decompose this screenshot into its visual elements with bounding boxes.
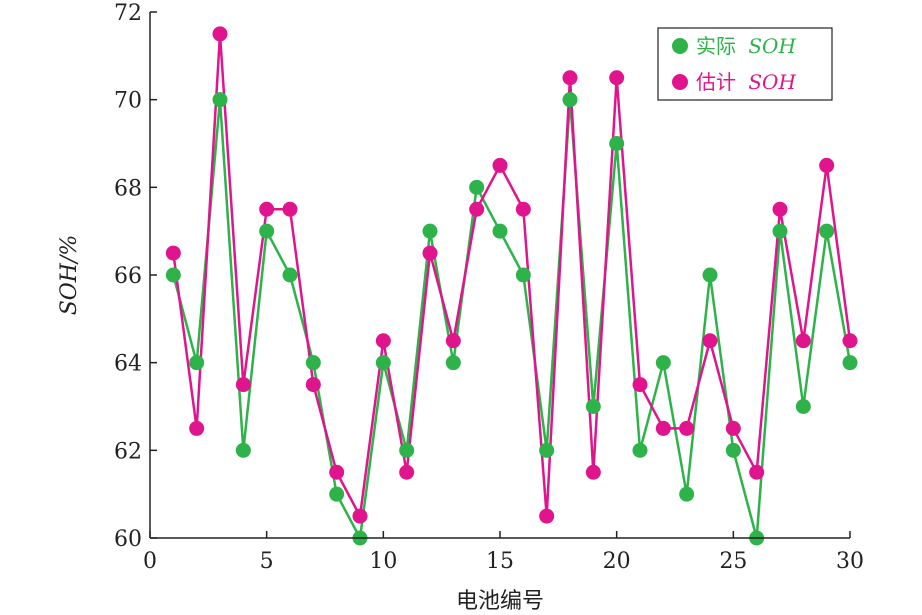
legend-label-actual-prefix: 实际 [696,34,736,58]
series-1-point [842,333,858,349]
series-1-point [445,333,461,349]
x-tick-label: 25 [719,549,747,574]
x-tick-label: 10 [369,549,397,574]
series-0-point [585,399,601,414]
series-1-point [352,508,368,524]
legend-label-estimated-prefix: 估计 [696,70,736,94]
series-1-point [725,420,741,436]
legend-marker-estimated [672,74,688,90]
series-1-point [819,157,835,173]
legend-label-actual-suffix: SOH [748,34,796,58]
series-0-point [842,355,858,371]
series-0-point [212,92,228,108]
series-1-point [282,201,298,217]
series-1-point [189,420,205,436]
x-tick-label: 15 [486,549,514,574]
series-1-point [165,245,181,261]
series-0-point [469,179,485,195]
legend-label-estimated: 估计 SOH [696,70,796,94]
series-0-point [235,442,251,458]
series-0-point [632,442,648,458]
series-0-point [725,442,741,458]
y-tick-label: 70 [114,89,142,114]
series-0-point [539,442,555,458]
x-tick-label: 30 [836,549,864,574]
y-tick-label: 60 [114,527,142,552]
series-1-point [259,201,275,217]
series-1-point [492,157,508,173]
y-tick-label: 72 [114,1,142,26]
series-1-point [679,420,695,436]
y-tick-label: 68 [114,176,142,201]
series-line-0 [172,99,852,543]
series-1-point [655,420,671,436]
series-0-point [702,267,718,283]
series-0-point [329,486,345,502]
legend-box [657,27,833,101]
series-1-point [329,464,345,480]
series-0-point [259,223,275,239]
series-line-1 [172,33,852,521]
series-1-point [305,377,321,393]
series-0-point [609,136,625,151]
series-1-point [235,377,251,393]
series-layer [165,26,858,546]
series-0-point [189,355,205,371]
series-0-point [422,223,438,239]
ticks-layer: 0 5 10 15 20 25 30 60 62 64 66 68 70 72 [114,1,864,574]
legend: 实际 SOH 估计 SOH [657,27,833,101]
x-tick-label: 5 [260,549,274,574]
series-0-point [795,399,811,414]
series-0-point [562,92,578,108]
series-0-point [445,355,461,371]
y-axis-title: SOH/% [57,235,82,316]
series-0-point [679,486,695,502]
series-0-point [515,267,531,283]
series-0-point [492,223,508,239]
series-0-point [772,223,788,239]
series-1-point [539,508,555,524]
series-0-point [282,267,298,283]
y-tick-label: 62 [114,439,142,464]
series-0-point [305,355,321,371]
legend-label-estimated-suffix: SOH [748,70,796,94]
series-1-point [632,377,648,393]
series-0-point [165,267,181,283]
series-1-point [212,26,228,42]
series-1-point [702,333,718,349]
legend-marker-actual [672,38,688,54]
series-1-point [515,201,531,217]
series-1-point [562,70,578,86]
series-0-point [399,442,415,458]
x-axis-title: 电池编号 [456,589,544,614]
series-0-point [819,223,835,239]
series-1-point [585,464,601,480]
y-tick-label: 64 [114,352,142,377]
series-1-point [399,464,415,480]
series-1-point [375,333,391,349]
x-tick-label: 20 [603,549,631,574]
legend-label-actual: 实际 SOH [696,34,796,58]
series-1-point [772,201,788,217]
y-tick-label: 66 [114,264,142,289]
series-0-point [655,355,671,371]
series-1-point [609,70,625,86]
series-1-point [749,464,765,480]
series-0-point [375,355,391,371]
series-1-point [469,201,485,217]
series-1-point [422,245,438,261]
x-tick-label: 0 [143,549,157,574]
series-1-point [795,333,811,349]
